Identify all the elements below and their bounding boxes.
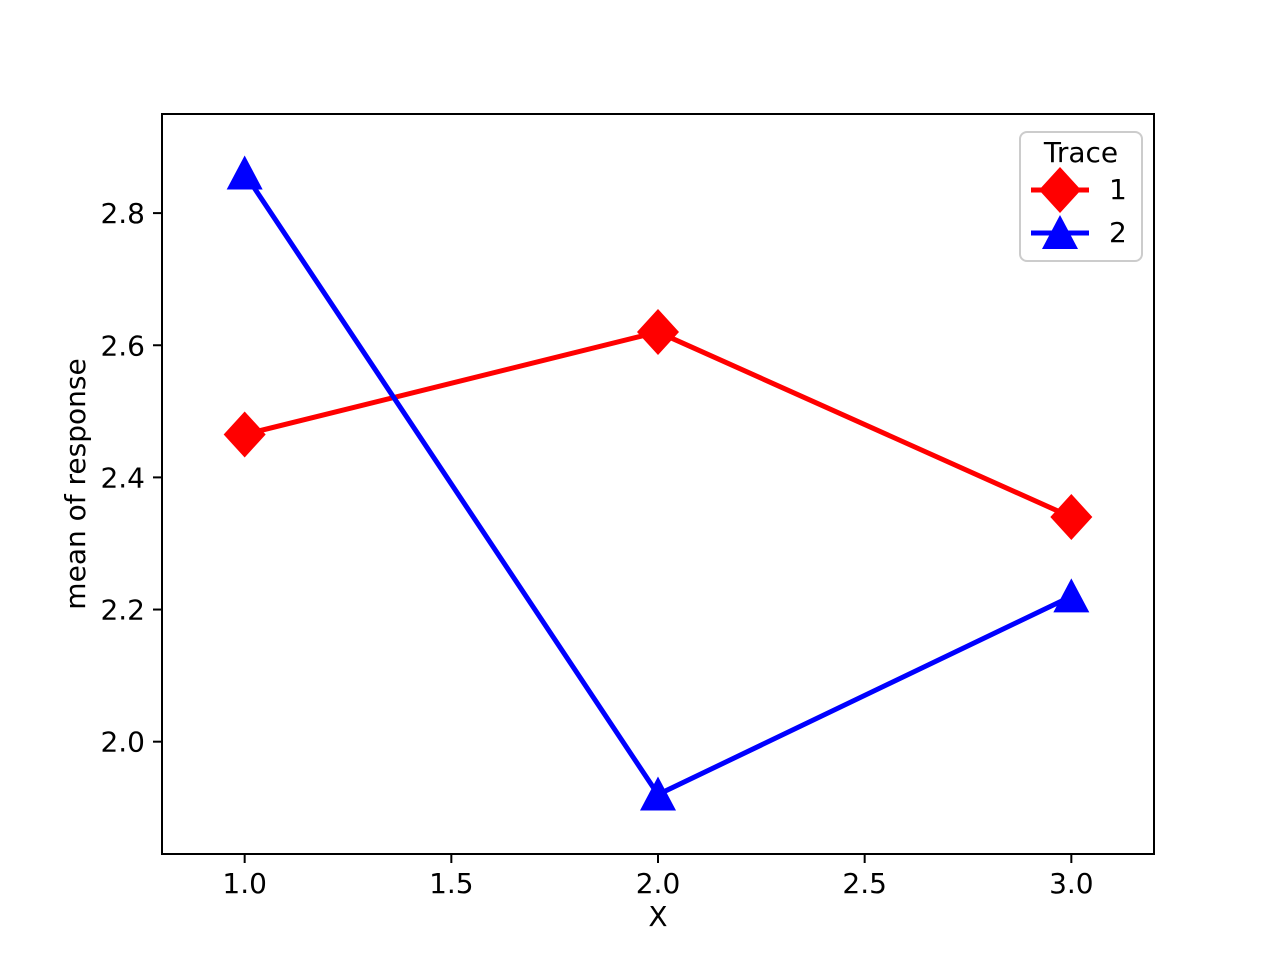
legend-entry: 1 bbox=[1021, 166, 1141, 213]
legend-title: Trace bbox=[1043, 136, 1119, 169]
data-point-2 bbox=[226, 155, 263, 190]
x-tick-label: 2.0 bbox=[636, 867, 681, 900]
data-point-1 bbox=[223, 411, 266, 458]
x-tick-label: 1.5 bbox=[429, 867, 474, 900]
plot-border bbox=[161, 113, 1155, 855]
data-point-1 bbox=[1050, 494, 1093, 541]
data-point-1 bbox=[637, 309, 679, 356]
data-point-2 bbox=[640, 776, 676, 811]
y-tick-label: 2.0 bbox=[100, 726, 145, 759]
legend-entry-label: 1 bbox=[1109, 173, 1127, 207]
legend-blue-triangle-icon bbox=[1031, 214, 1089, 249]
legend-entry: 2 bbox=[1021, 212, 1141, 255]
x-tick-label: 3.0 bbox=[1049, 867, 1094, 900]
legend: Trace 1 2 bbox=[1019, 131, 1143, 262]
x-tick-label: 1.0 bbox=[222, 867, 267, 900]
y-tick-label: 2.4 bbox=[100, 461, 145, 494]
legend-entry-label: 2 bbox=[1109, 216, 1127, 250]
data-point-2 bbox=[1053, 578, 1090, 613]
x-tick-label: 2.5 bbox=[842, 867, 887, 900]
y-tick-label: 2.6 bbox=[100, 329, 145, 362]
series-line-2 bbox=[242, 172, 1073, 798]
x-axis-label: X bbox=[648, 900, 668, 933]
y-tick-label: 2.2 bbox=[100, 594, 145, 627]
legend-red-diamond-icon bbox=[1031, 166, 1089, 213]
y-tick-label: 2.8 bbox=[100, 197, 145, 230]
y-axis-label: mean of response bbox=[59, 358, 92, 610]
